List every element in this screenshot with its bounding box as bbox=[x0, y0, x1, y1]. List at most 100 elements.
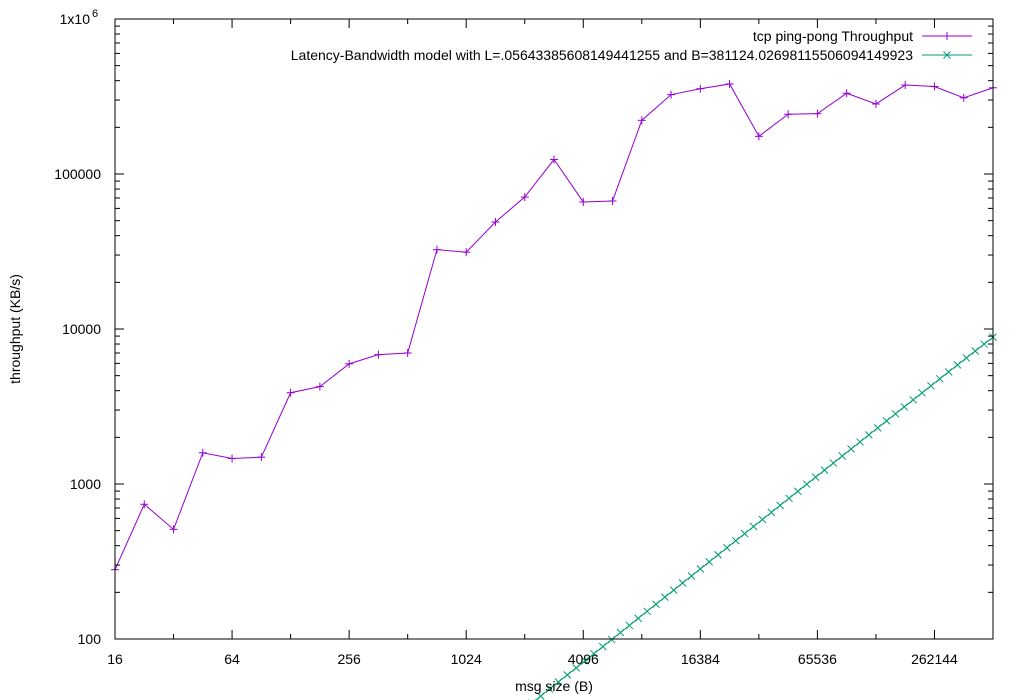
data-point-measured bbox=[169, 525, 178, 534]
data-point-model bbox=[873, 424, 882, 432]
data-point-model bbox=[776, 501, 785, 510]
data-point-model bbox=[625, 621, 634, 630]
data-point-model bbox=[927, 381, 935, 390]
x-tick-label: 4096 bbox=[568, 651, 599, 667]
data-point-model bbox=[935, 374, 944, 383]
x-tick-label: 256 bbox=[337, 651, 361, 667]
legend: tcp ping-pong Throughput Latency-Bandwid… bbox=[291, 28, 972, 63]
y-top-tick-mantissa: 1x10 bbox=[60, 11, 91, 27]
data-point-model bbox=[758, 515, 767, 524]
data-point-measured bbox=[462, 248, 471, 257]
data-point-model bbox=[669, 586, 678, 594]
data-point-measured bbox=[959, 93, 968, 102]
data-point-model bbox=[687, 572, 696, 580]
data-point-model bbox=[882, 416, 891, 425]
y-top-tick-exponent: 6 bbox=[92, 8, 98, 20]
data-point-model bbox=[590, 649, 598, 658]
data-point-measured bbox=[432, 245, 441, 254]
data-point-model bbox=[971, 347, 980, 355]
data-point-model bbox=[607, 635, 616, 644]
data-point-model bbox=[643, 607, 651, 616]
data-point-measured bbox=[725, 79, 734, 88]
data-point-model bbox=[634, 614, 643, 623]
data-point-model bbox=[864, 431, 873, 439]
data-point-measured bbox=[491, 218, 500, 227]
x-tick-label: 16 bbox=[107, 651, 123, 667]
series-line-model bbox=[535, 336, 994, 700]
x-tick-label: 64 bbox=[224, 651, 240, 667]
data-point-model bbox=[785, 494, 793, 503]
data-point-measured bbox=[257, 453, 266, 462]
y-tick-label: 100 bbox=[78, 631, 102, 647]
data-point-model bbox=[767, 508, 776, 517]
data-point-model bbox=[918, 388, 926, 397]
data-point-measured bbox=[286, 388, 295, 397]
data-point-model bbox=[856, 438, 864, 446]
data-point-measured bbox=[930, 82, 939, 91]
data-point-model bbox=[944, 367, 953, 376]
data-point-measured bbox=[550, 155, 558, 164]
data-point-measured bbox=[374, 350, 383, 359]
data-point-model bbox=[820, 466, 829, 474]
data-point-model bbox=[794, 487, 802, 496]
data-point-model bbox=[581, 656, 589, 665]
data-point-measured bbox=[842, 89, 851, 98]
data-point-model bbox=[900, 402, 909, 411]
data-point-measured bbox=[784, 110, 793, 119]
x-axis-label: msg size (B) bbox=[515, 678, 593, 694]
data-point-model bbox=[980, 340, 988, 348]
legend-label-measured: tcp ping-pong Throughput bbox=[753, 28, 913, 44]
data-point-measured bbox=[198, 448, 207, 457]
legend-marker-model bbox=[943, 51, 951, 59]
data-point-measured bbox=[637, 116, 646, 125]
data-point-model bbox=[652, 600, 660, 609]
data-point-model bbox=[731, 536, 740, 545]
data-point-model bbox=[962, 354, 971, 362]
data-point-model bbox=[740, 529, 749, 538]
data-point-model bbox=[838, 452, 847, 460]
y-axis-label: throughput (KB/s) bbox=[7, 274, 23, 384]
legend-marker-plus bbox=[943, 32, 951, 40]
x-tick-label: 65536 bbox=[798, 651, 837, 667]
y-top-tick-label: 1x10 6 bbox=[60, 8, 98, 27]
data-point-measured bbox=[228, 454, 237, 463]
data-point-model bbox=[563, 671, 572, 679]
data-point-model bbox=[909, 395, 918, 404]
data-marks bbox=[111, 79, 997, 700]
data-point-measured bbox=[140, 500, 149, 509]
y-tick-label: 10000 bbox=[62, 321, 101, 337]
data-point-model bbox=[536, 692, 545, 700]
data-point-model bbox=[891, 409, 900, 418]
data-point-model bbox=[598, 642, 607, 651]
y-tick-label: 1000 bbox=[70, 476, 101, 492]
axis-ticks: 16 64 256 1024 4096 16384 65536 262144 100 1000 10… bbox=[54, 18, 994, 667]
data-point-model bbox=[847, 445, 855, 453]
data-point-model bbox=[572, 663, 581, 672]
x-tick-label: 1024 bbox=[451, 651, 482, 667]
data-point-model bbox=[554, 678, 563, 686]
x-tick-label: 16384 bbox=[681, 651, 720, 667]
data-point-measured bbox=[315, 382, 324, 391]
data-point-measured bbox=[403, 349, 412, 358]
data-point-model bbox=[678, 579, 687, 587]
data-point-measured bbox=[901, 81, 910, 90]
data-point-model bbox=[705, 557, 714, 566]
data-point-measured bbox=[871, 99, 880, 108]
data-point-model bbox=[811, 473, 820, 481]
legend-marker-x bbox=[943, 51, 951, 59]
data-point-model bbox=[749, 522, 758, 531]
data-point-measured bbox=[813, 109, 822, 118]
data-point-measured bbox=[667, 90, 676, 99]
data-point-model bbox=[829, 459, 838, 467]
data-point-measured bbox=[579, 197, 588, 206]
data-point-model bbox=[802, 480, 811, 489]
data-point-measured bbox=[754, 132, 763, 141]
data-point-measured bbox=[345, 359, 354, 368]
data-point-model bbox=[723, 543, 731, 552]
data-point-model bbox=[953, 361, 962, 369]
data-point-measured bbox=[520, 193, 529, 202]
legend-label-model: Latency-Bandwidth model with L=.05643385… bbox=[291, 47, 913, 63]
legend-marker-measured bbox=[943, 32, 951, 40]
